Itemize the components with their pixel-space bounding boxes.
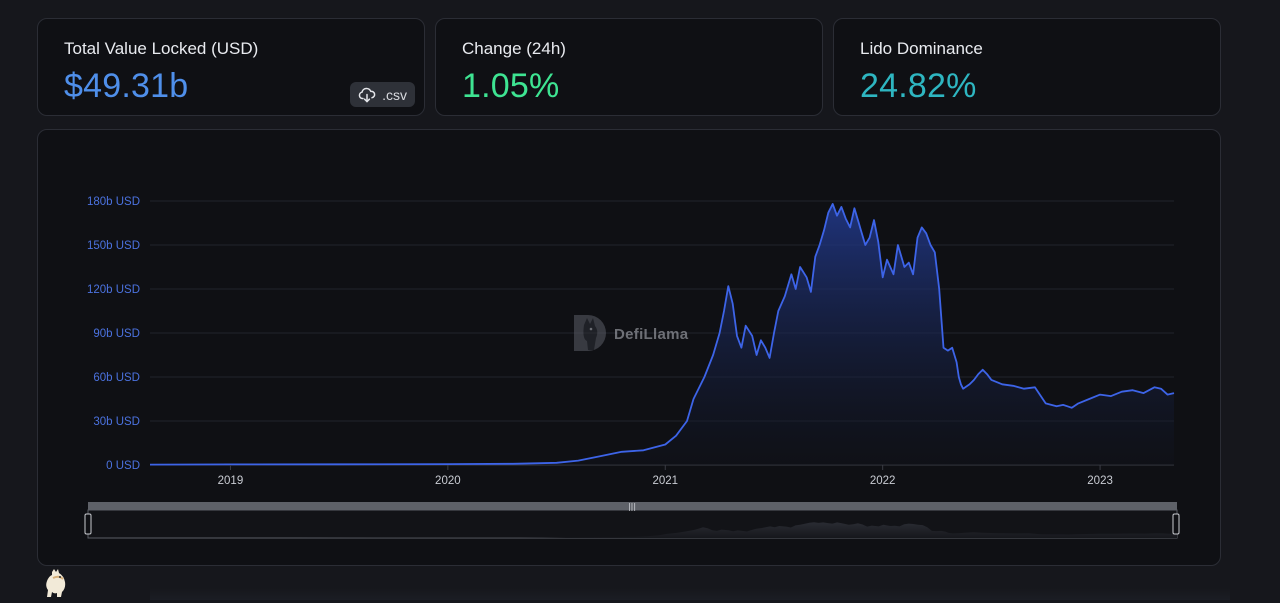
tvl-card: Total Value Locked (USD) $49.31b .csv	[37, 18, 425, 116]
range-slider-preview	[88, 522, 1177, 538]
tvl-chart: 0 USD 30b USD 60b USD 90b USD 120b USD 150b U…	[84, 196, 1180, 539]
y-tick-label: 120b USD	[87, 284, 140, 296]
y-tick-label: 60b USD	[93, 372, 140, 384]
defillama-llama-icon	[572, 311, 608, 358]
x-tick-label: 2020	[435, 475, 461, 487]
y-tick-label: 150b USD	[87, 240, 140, 252]
llama-mascot-icon	[46, 568, 70, 598]
csv-label: .csv	[382, 86, 407, 103]
y-tick-label: 180b USD	[87, 196, 140, 208]
range-slider-top-bar[interactable]	[88, 502, 1177, 510]
tvl-value: $49.31b	[64, 67, 189, 105]
dominance-card: Lido Dominance 24.82%	[833, 18, 1221, 116]
dominance-value: 24.82%	[860, 67, 977, 105]
range-slider-grip-icon[interactable]: |||	[628, 502, 636, 511]
x-tick-label: 2021	[652, 475, 678, 487]
y-tick-label: 90b USD	[93, 328, 140, 340]
tvl-label: Total Value Locked (USD)	[64, 39, 259, 58]
defillama-watermark: DefiLlama	[572, 311, 688, 358]
y-tick-label: 30b USD	[93, 416, 140, 428]
watermark-text: DefiLlama	[614, 326, 689, 343]
y-tick-label: 0 USD	[106, 460, 140, 472]
x-tick-label: 2022	[870, 475, 896, 487]
x-tick-label: 2023	[1087, 475, 1113, 487]
cloud-download-icon	[358, 87, 376, 103]
change-card: Change (24h) 1.05%	[435, 18, 823, 116]
dominance-label: Lido Dominance	[860, 39, 983, 58]
tvl-chart-panel: 0 USD 30b USD 60b USD 90b USD 120b USD 150b U…	[37, 129, 1221, 566]
tvl-area-fill	[150, 203, 1174, 465]
range-slider-left-handle[interactable]	[84, 513, 92, 535]
csv-download-button[interactable]: .csv	[350, 82, 415, 107]
range-slider-right-handle[interactable]	[1172, 513, 1180, 535]
tvl-series-line	[149, 203, 1175, 466]
bottom-section-edge	[150, 588, 1230, 600]
change-value: 1.05%	[462, 67, 560, 105]
change-label: Change (24h)	[462, 39, 566, 58]
x-tick-label: 2019	[218, 475, 244, 487]
